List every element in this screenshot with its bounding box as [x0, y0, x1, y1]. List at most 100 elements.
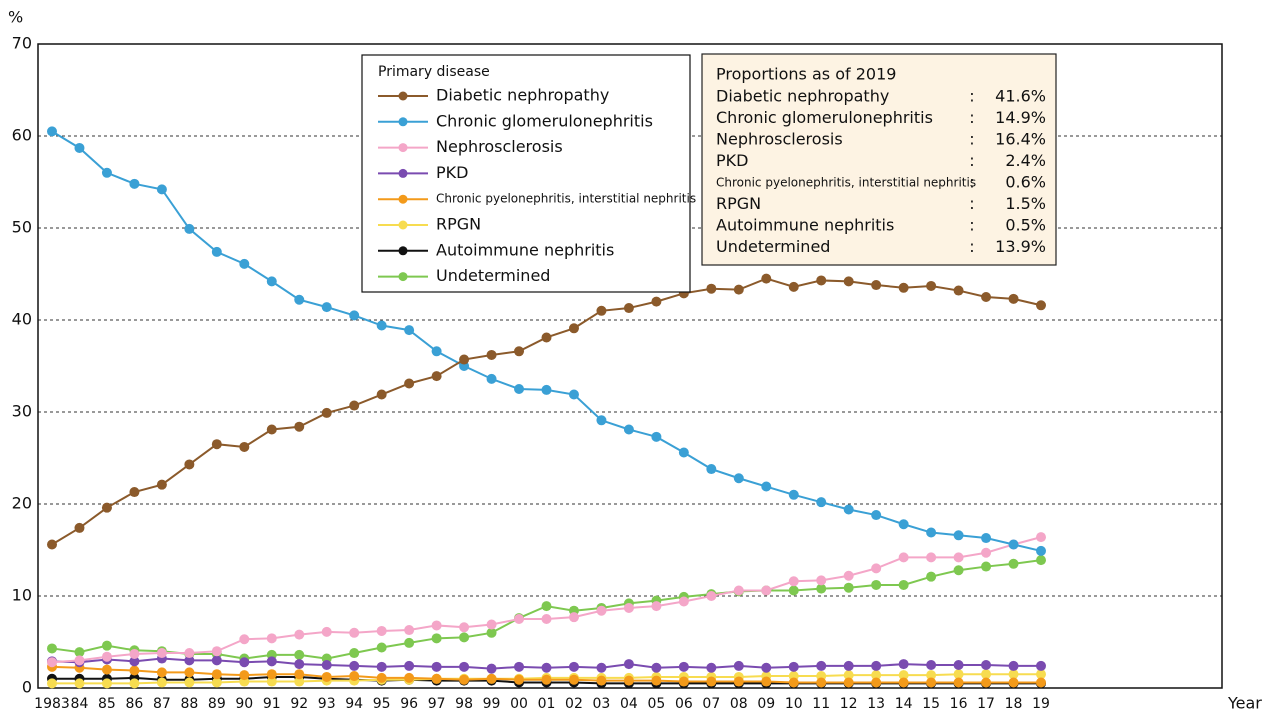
data-point: [349, 310, 360, 321]
data-point: [431, 673, 442, 684]
annotation-value: 0.6%: [1005, 173, 1046, 192]
data-point: [486, 663, 497, 674]
x-tick-label: 98: [455, 696, 473, 711]
data-point: [266, 669, 277, 680]
data-point: [74, 647, 85, 658]
annotation-name: Chronic glomerulonephritis: [716, 108, 933, 127]
x-tick-label: 00: [510, 696, 528, 711]
data-point: [926, 670, 937, 681]
data-point: [74, 655, 85, 666]
data-point: [404, 625, 415, 636]
data-point: [981, 533, 992, 544]
data-point: [266, 276, 277, 287]
data-point: [459, 354, 470, 365]
data-point: [816, 275, 827, 286]
data-point: [129, 178, 140, 189]
data-point: [1036, 677, 1046, 688]
data-point: [541, 384, 552, 395]
data-point: [459, 622, 470, 633]
data-point: [1008, 669, 1019, 680]
data-point: [541, 601, 552, 612]
data-point: [47, 657, 57, 668]
data-point: [129, 678, 140, 689]
data-point: [1008, 293, 1019, 304]
data-point: [788, 576, 799, 587]
data-point: [349, 400, 360, 411]
data-point: [541, 674, 552, 685]
data-point: [376, 320, 387, 331]
x-tick-label: 18: [1005, 696, 1023, 711]
x-tick-label: 01: [538, 696, 556, 711]
data-point: [404, 660, 415, 671]
x-tick-label: 16: [950, 696, 968, 711]
data-point: [761, 676, 772, 687]
annotation-name: Nephrosclerosis: [716, 130, 843, 149]
annotation-value: 16.4%: [995, 130, 1046, 149]
annotation-separator: :: [969, 173, 974, 192]
annotation-name: Undetermined: [716, 237, 830, 256]
x-tick-label: 95: [373, 696, 391, 711]
data-point: [953, 552, 964, 563]
data-point: [184, 667, 195, 678]
data-point: [459, 674, 470, 685]
annotation-separator: :: [969, 87, 974, 106]
data-point: [733, 660, 744, 671]
data-point: [596, 305, 607, 316]
x-tick-label: 02: [565, 696, 583, 711]
data-point: [843, 582, 854, 593]
x-tick-label: 92: [290, 696, 308, 711]
x-tick-label: 12: [840, 696, 858, 711]
x-tick-label: 06: [675, 696, 693, 711]
data-point: [321, 660, 332, 670]
data-point: [541, 614, 552, 624]
legend-marker: [398, 117, 408, 127]
data-point: [184, 677, 195, 688]
data-point: [404, 325, 415, 336]
annotation-box: [701, 53, 1057, 266]
x-tick-label: 97: [428, 696, 446, 711]
data-point: [981, 292, 992, 302]
data-point: [349, 671, 360, 682]
data-point: [623, 602, 634, 613]
data-point: [129, 648, 140, 659]
data-point: [239, 258, 250, 269]
data-point: [981, 660, 992, 670]
data-point: [486, 673, 497, 684]
annotation-name: RPGN: [716, 194, 761, 213]
x-tick-label: 91: [263, 696, 281, 711]
data-point: [1036, 660, 1046, 671]
data-point: [568, 661, 579, 672]
data-point: [486, 349, 497, 360]
data-point: [184, 223, 195, 234]
data-point: [596, 675, 607, 686]
annotation-separator: :: [969, 194, 974, 213]
data-point: [294, 676, 305, 687]
x-tick-label: 09: [757, 696, 775, 711]
x-tick-label: 04: [620, 696, 638, 711]
annotation-separator: :: [969, 151, 974, 170]
data-point: [294, 629, 305, 640]
x-tick-label: 86: [126, 696, 144, 711]
legend-marker: [398, 272, 408, 282]
data-point: [101, 664, 112, 675]
data-point: [926, 280, 937, 291]
data-point: [953, 565, 964, 576]
x-tick-label: 93: [318, 696, 336, 711]
x-tick-label: 88: [180, 696, 198, 711]
x-tick-label: 90: [235, 696, 253, 711]
y-tick-label: 70: [12, 34, 32, 53]
data-point: [404, 672, 415, 683]
data-point: [981, 561, 992, 572]
x-tick-label: 11: [812, 696, 830, 711]
annotation-value: 2.4%: [1005, 151, 1046, 170]
data-point: [1036, 555, 1046, 566]
data-point: [376, 389, 387, 400]
data-point: [1036, 545, 1046, 556]
data-point: [376, 625, 387, 636]
data-point: [623, 675, 634, 686]
annotation-separator: :: [969, 108, 974, 127]
annotation-name: Autoimmune nephritis: [716, 216, 894, 235]
data-point: [568, 389, 579, 400]
legend-marker: [398, 143, 408, 153]
